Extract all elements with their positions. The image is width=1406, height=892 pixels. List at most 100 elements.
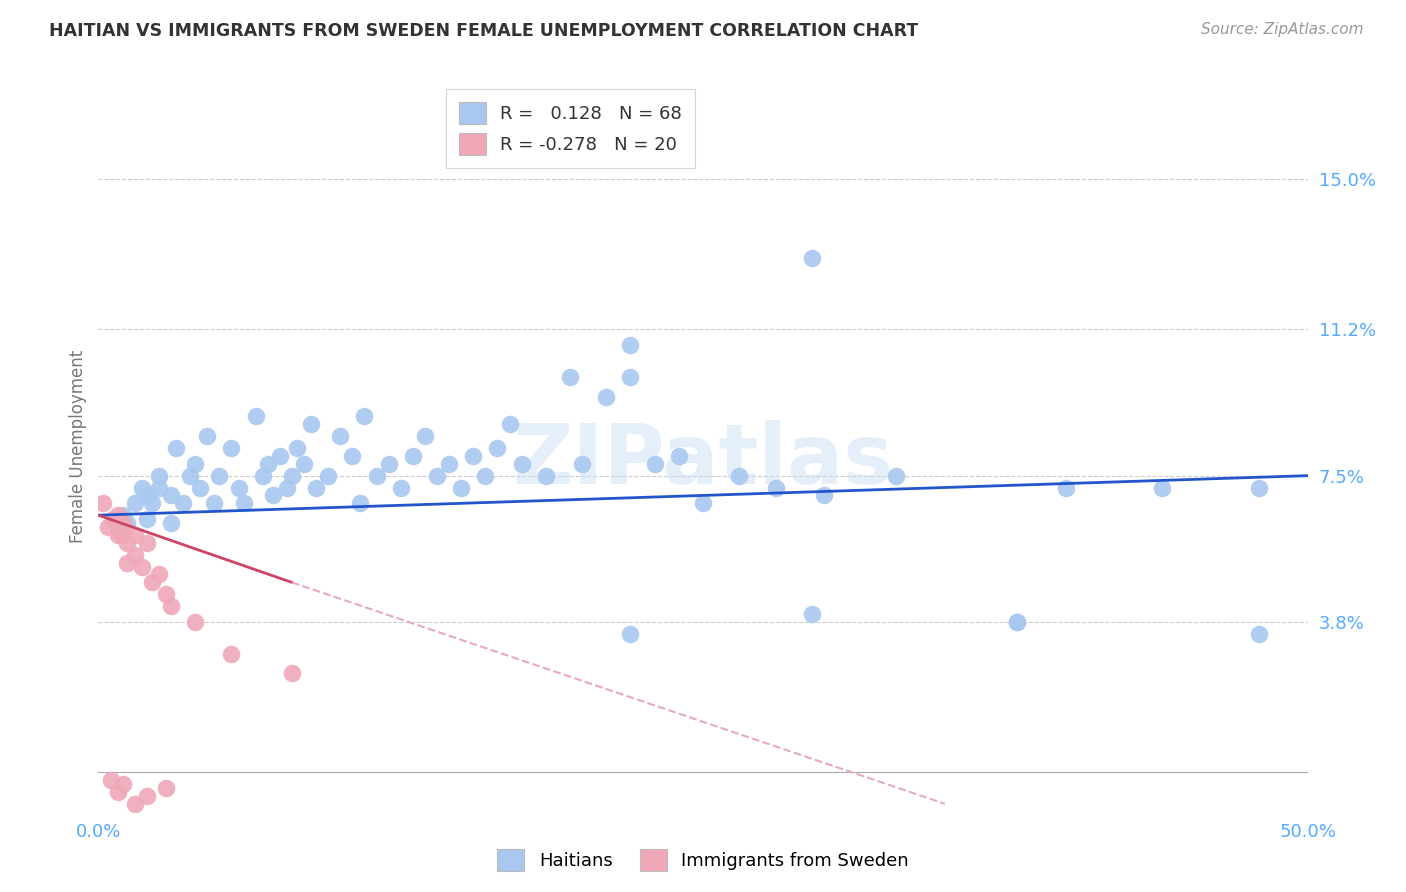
Point [100, 773, 122, 788]
Point [160, 488, 183, 502]
Text: Source: ZipAtlas.com: Source: ZipAtlas.com [1201, 22, 1364, 37]
Point [131, 559, 153, 574]
Point [117, 516, 139, 530]
Point [450, 481, 472, 495]
Point [135, 488, 157, 502]
Point [474, 468, 496, 483]
Point [498, 417, 520, 432]
Point [188, 481, 211, 495]
Point [377, 457, 399, 471]
Point [1152, 481, 1174, 495]
Point [402, 449, 425, 463]
Point [256, 457, 278, 471]
Point [135, 512, 157, 526]
Point [117, 536, 139, 550]
Point [353, 409, 375, 424]
Point [221, 441, 243, 455]
Point [111, 516, 134, 530]
Point [160, 599, 183, 614]
Point [111, 508, 134, 523]
Point [107, 528, 129, 542]
Point [1249, 627, 1271, 641]
Point [184, 457, 207, 471]
Point [765, 481, 787, 495]
Point [148, 481, 170, 495]
Point [195, 429, 218, 443]
Point [281, 666, 304, 681]
Point [619, 369, 641, 384]
Point [245, 409, 267, 424]
Point [534, 468, 557, 483]
Point [135, 789, 157, 803]
Point [1007, 615, 1029, 629]
Point [349, 496, 371, 510]
Point [252, 468, 274, 483]
Point [232, 496, 254, 510]
Point [148, 567, 170, 582]
Point [800, 251, 823, 265]
Point [886, 468, 908, 483]
Point [184, 615, 207, 629]
Point [221, 647, 243, 661]
Point [668, 449, 690, 463]
Point [160, 516, 183, 530]
Point [131, 481, 153, 495]
Point [117, 556, 139, 570]
Point [172, 496, 194, 510]
Point [558, 369, 581, 384]
Point [1054, 481, 1077, 495]
Point [299, 417, 322, 432]
Point [316, 468, 339, 483]
Point [486, 441, 509, 455]
Point [107, 785, 129, 799]
Point [619, 627, 641, 641]
Point [728, 468, 751, 483]
Point [292, 457, 315, 471]
Point [619, 338, 641, 352]
Legend: R =   0.128   N = 68, R = -0.278   N = 20: R = 0.128 N = 68, R = -0.278 N = 20 [446, 89, 695, 168]
Point [1007, 615, 1029, 629]
Point [165, 441, 187, 455]
Point [262, 488, 284, 502]
Point [426, 468, 449, 483]
Point [437, 457, 460, 471]
Point [155, 780, 177, 795]
Point [124, 496, 146, 510]
Point [510, 457, 533, 471]
Text: HAITIAN VS IMMIGRANTS FROM SWEDEN FEMALE UNEMPLOYMENT CORRELATION CHART: HAITIAN VS IMMIGRANTS FROM SWEDEN FEMALE… [49, 22, 918, 40]
Point [124, 528, 146, 542]
Point [571, 457, 593, 471]
Point [155, 587, 177, 601]
Point [342, 449, 364, 463]
Text: ZIPatlas: ZIPatlas [513, 420, 893, 501]
Point [111, 777, 134, 791]
Point [124, 797, 146, 811]
Point [107, 520, 129, 534]
Point [208, 468, 231, 483]
Point [281, 468, 304, 483]
Y-axis label: Female Unemployment: Female Unemployment [69, 350, 87, 542]
Point [595, 390, 617, 404]
Point [463, 449, 485, 463]
Point [141, 496, 163, 510]
Point [107, 508, 129, 523]
Point [179, 468, 201, 483]
Point [91, 496, 114, 510]
Point [141, 575, 163, 590]
Point [692, 496, 714, 510]
Point [389, 481, 412, 495]
Point [228, 481, 250, 495]
Point [269, 449, 291, 463]
Point [800, 607, 823, 621]
Point [135, 536, 157, 550]
Legend: Haitians, Immigrants from Sweden: Haitians, Immigrants from Sweden [491, 842, 915, 879]
Point [97, 520, 120, 534]
Point [644, 457, 666, 471]
Point [305, 481, 328, 495]
Point [285, 441, 308, 455]
Point [813, 488, 835, 502]
Point [329, 429, 352, 443]
Point [1249, 481, 1271, 495]
Point [111, 528, 134, 542]
Point [204, 496, 226, 510]
